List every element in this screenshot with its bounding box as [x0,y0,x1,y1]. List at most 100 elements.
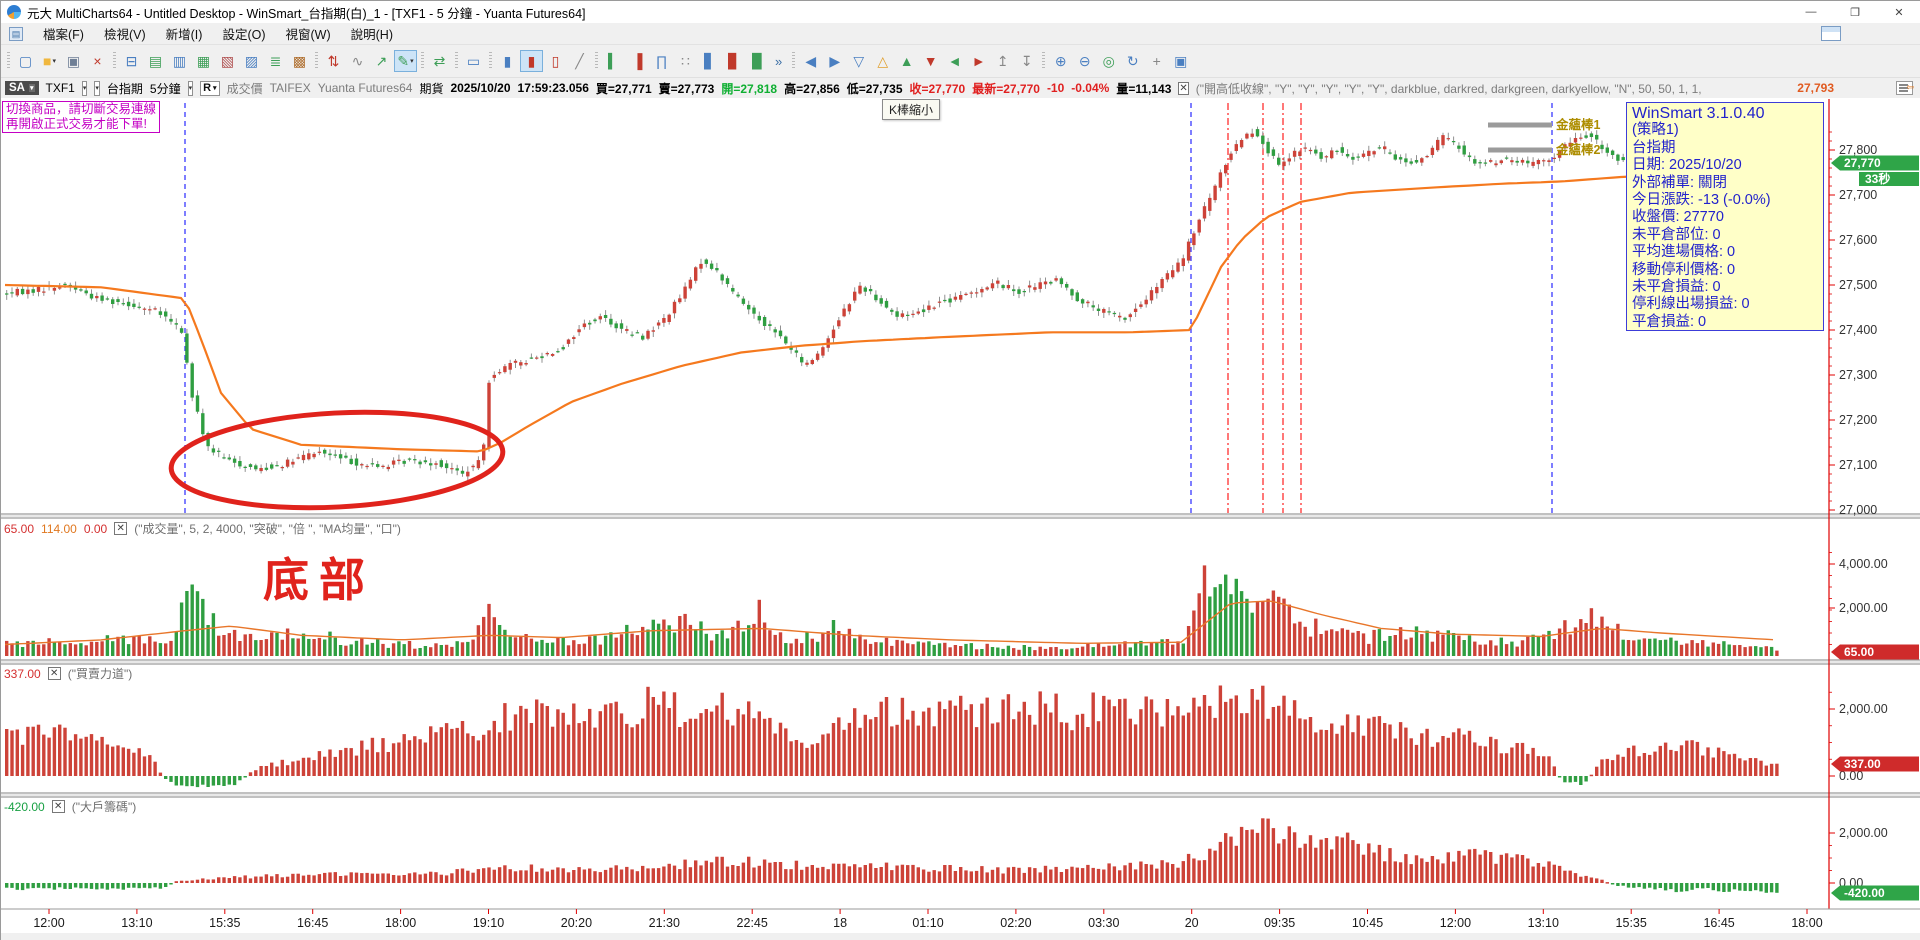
filter-icon[interactable]: ▽ [853,52,865,69]
insert-study-icon[interactable]: ▦ [196,52,211,69]
status-segment-20: 最新=27,770 [972,81,1040,96]
chart-type-3-icon[interactable]: ∏ [655,53,668,69]
arrow-up-marker-icon[interactable]: ▲ [899,53,914,69]
data-window-icon[interactable] [1896,81,1914,95]
status-segment-8: 成交價 [226,81,263,96]
swap-symbol-icon[interactable]: ⇄ [433,52,446,69]
format-study-icon[interactable]: ▥ [172,52,187,69]
bar-style-icon[interactable]: ▮ [503,52,512,69]
chart-type-7-icon[interactable]: ▉ [752,52,763,69]
insert-symbol-icon[interactable]: ▤ [148,52,163,69]
status-segment-12: 2025/10/20 [450,81,511,95]
session-high-value: 27,793 [1797,81,1834,95]
zoom-out-icon[interactable]: ⊖ [1078,52,1091,69]
chart-type-6-icon[interactable]: ▊ [728,52,739,69]
reset-view-icon[interactable]: ↻ [1126,52,1139,69]
close-chart-icon[interactable]: × [93,53,102,69]
resolution-dropdown[interactable]: R ▾ [200,80,220,96]
svg-text:12:00: 12:00 [1440,916,1471,930]
svg-text:27,300: 27,300 [1839,368,1877,382]
save-workspace-icon[interactable]: ▣ [66,52,81,69]
zoom-in-icon[interactable]: ⊕ [1054,52,1067,69]
account-selector[interactable]: SA ▾ [5,81,39,95]
order-bar-icon[interactable]: ▩ [292,52,307,69]
workspace-panel-icon[interactable] [1821,26,1841,41]
menu-item-4[interactable]: 視窗(W) [285,28,331,42]
candle-style-icon[interactable]: ▮ [520,50,543,72]
svg-text:13:10: 13:10 [121,916,152,930]
level-label-0: 金蘊棒1 [1555,117,1601,132]
notice-line-1: 切換商品，請切斷交易連線 [6,102,157,116]
status-segment-9: TAIFEX [269,81,311,95]
window-panel-icon[interactable]: ▭ [466,52,481,69]
strategy-report-icon[interactable]: ▧ [220,52,235,69]
step-right-icon[interactable]: ► [971,53,986,69]
chips-value-badge: -420.00 [1831,885,1919,901]
winsmart-line-0: WinSmart 3.1.0.40 [1632,105,1765,122]
dropdown-arrow-icon[interactable]: ▾ [410,58,414,65]
toolbar-group: ⇄ [428,50,451,72]
study-checkbox[interactable]: ✕ [1178,81,1189,95]
minimize-button[interactable]: — [1805,6,1817,18]
open-workspace-icon[interactable]: ■ ▾ [43,53,56,69]
align-top-icon[interactable]: △ [877,52,889,69]
menu-item-1[interactable]: 檢視(V) [103,28,146,42]
combo-dropdown[interactable]: ▾ [94,80,100,96]
chevron-down-icon[interactable]: ▾ [28,84,35,92]
pane-checkbox[interactable]: ✕ [114,522,128,535]
pointer-panel-icon[interactable]: ▣ [1174,52,1188,69]
step-left-icon[interactable]: ◄ [947,53,962,69]
crosshair-icon[interactable]: + [1152,53,1161,69]
svg-text:2,000.00: 2,000.00 [1839,601,1888,615]
move-up-icon[interactable]: ↥ [996,52,1009,69]
quote-board-icon[interactable]: ≣ [269,52,282,69]
line-style-icon[interactable]: ╱ [575,52,584,69]
restore-button[interactable]: ❐ [1850,6,1860,19]
chart-type-2-icon[interactable]: ▐ [632,53,643,69]
dropdown-arrow-icon[interactable]: ▾ [52,58,56,65]
format-window-icon[interactable]: ⊟ [125,52,138,69]
menu-item-5[interactable]: 說明(H) [350,28,393,42]
svg-text:09:35: 09:35 [1264,916,1295,930]
curve-tool-icon[interactable]: ∿ [351,52,364,69]
new-window-icon[interactable]: ▢ [18,52,33,69]
arrow-down-marker-icon[interactable]: ▼ [923,53,938,69]
menu-item-2[interactable]: 新增(I) [165,28,203,42]
toolbar-overflow-chevron[interactable]: » [775,53,783,69]
replay-play-icon[interactable]: ▶ [829,52,841,69]
buy-sell-tool-icon[interactable]: ⇅ [327,52,340,69]
combo-dropdown[interactable]: ▾ [187,80,194,96]
document-icon[interactable]: ▤ [9,26,23,41]
toolbar-grip [315,52,318,70]
market-scanner-icon[interactable]: ▨ [244,52,259,69]
menu-item-3[interactable]: 設定(O) [222,28,266,42]
winsmart-line-10: 未平倉損益: 0 [1632,279,1721,296]
svg-text:16:45: 16:45 [297,916,328,930]
svg-text:4,000.00: 4,000.00 [1839,557,1888,571]
winsmart-line-1: (策略1) [1632,122,1679,139]
toolbar-grip [489,52,492,70]
svg-text:27,800: 27,800 [1839,143,1877,157]
draw-tool-icon[interactable]: ✎ ▾ [394,50,417,72]
winsmart-line-5: 今日漲跌: -13 (-0.0%) [1632,192,1771,209]
chevron-down-icon[interactable]: ▾ [213,85,217,92]
pane-value-0: -420.00 [4,799,45,814]
chart-type-1-icon[interactable]: ▍ [608,52,619,69]
trendline-tool-icon[interactable]: ↗ [375,52,388,69]
chart-type-4-icon[interactable]: ∷ [681,52,690,69]
svg-text:337.00: 337.00 [1844,757,1881,771]
hollow-candle-style-icon[interactable]: ▯ [551,52,560,69]
move-down-icon[interactable]: ↧ [1020,52,1033,69]
chart-area[interactable]: 金蘊棒1 金蘊棒2 27,800 27,700 27,600 27,500 27,400 27… [1,98,1920,940]
winsmart-strategy-panel: WinSmart 3.1.0.40 (策略1) 台指期 日期: 2025/10/20 外… [1626,102,1824,331]
chart-type-5-icon[interactable]: ▋ [704,52,715,69]
svg-text:10:45: 10:45 [1352,916,1383,930]
pane-checkbox[interactable]: ✕ [47,667,61,680]
combo-dropdown[interactable]: ▾ [81,80,88,96]
app-logo-icon [7,5,21,19]
menu-item-0[interactable]: 檔案(F) [43,28,84,42]
pane-checkbox[interactable]: ✕ [51,800,65,813]
replay-back-icon[interactable]: ◀ [805,52,817,69]
target-icon[interactable]: ◎ [1102,52,1115,69]
close-button[interactable]: ✕ [1894,6,1904,19]
